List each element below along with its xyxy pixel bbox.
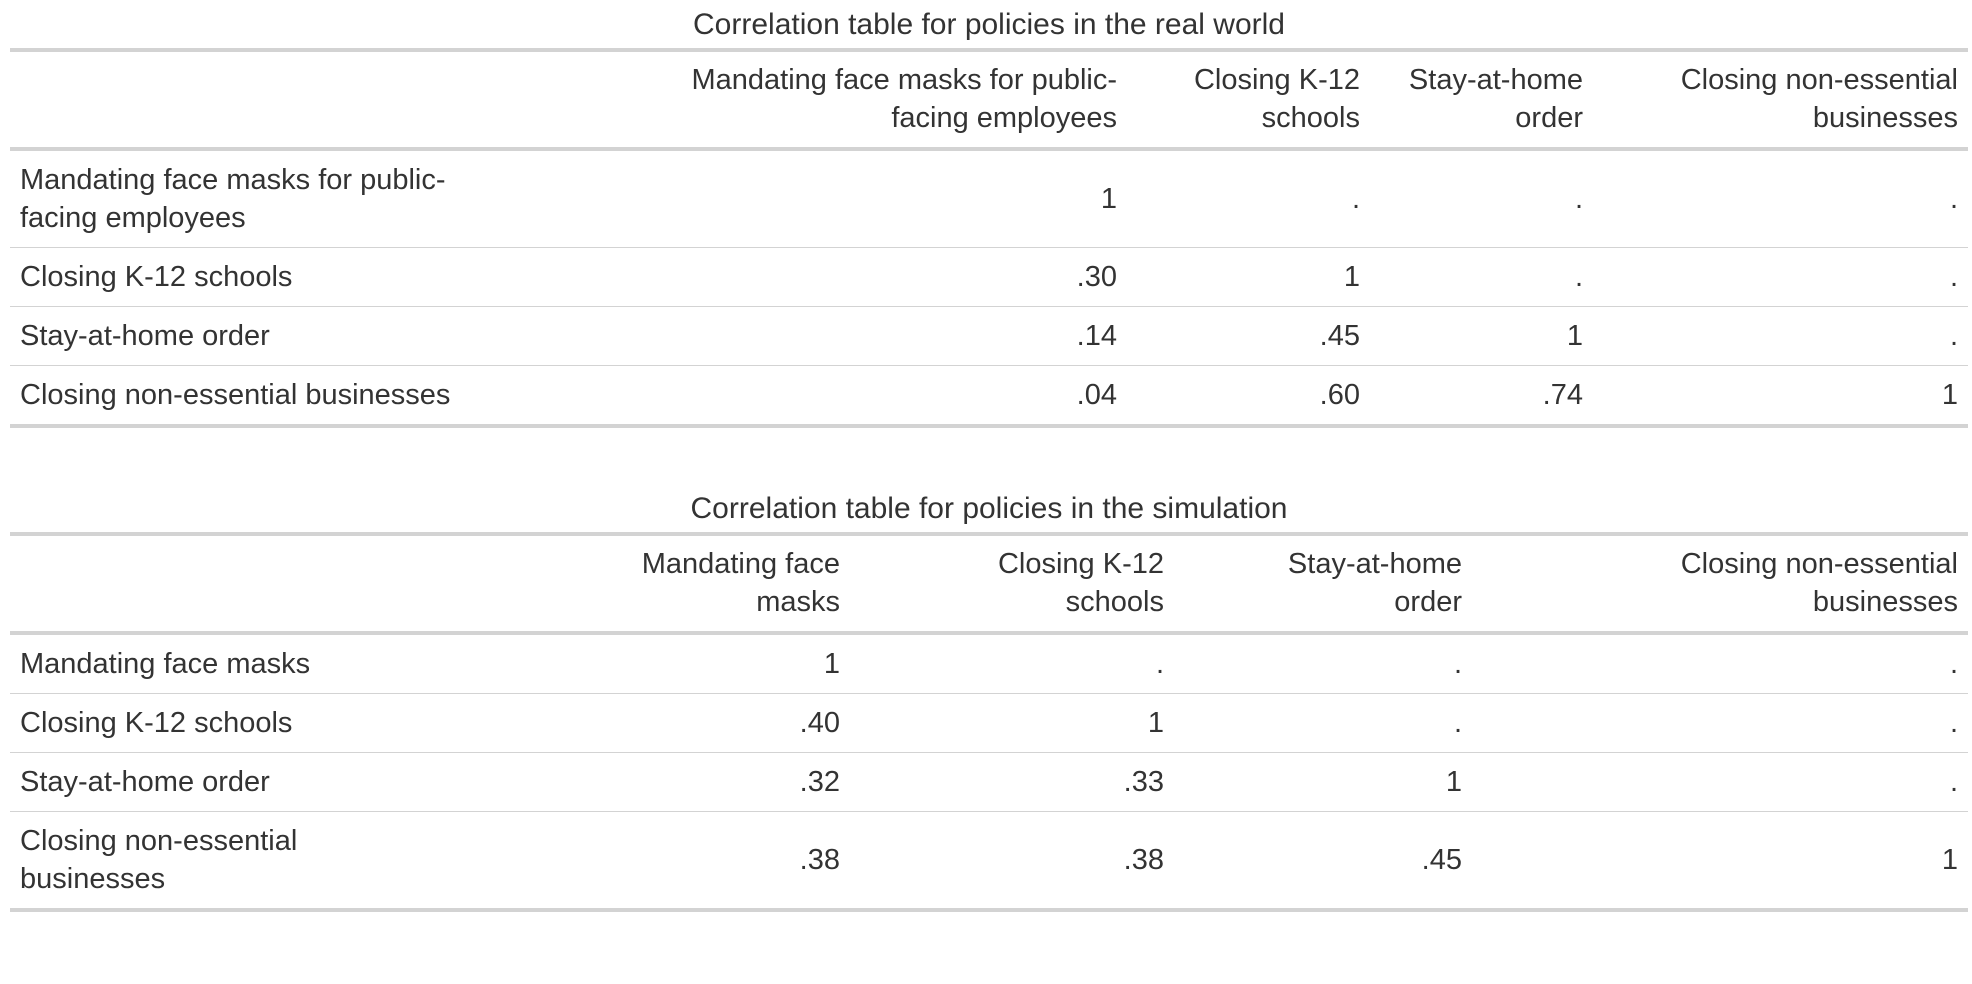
cell: . xyxy=(1472,752,1968,812)
table-row: Closing non-essential businesses .04 .60… xyxy=(10,365,1968,428)
row-label: Mandating face masks xyxy=(10,633,530,694)
real-world-correlation-table: Correlation table for policies in the re… xyxy=(10,6,1968,428)
row-label: Stay-at-home order xyxy=(10,306,495,366)
correlation-matrix: Mandating face masks Closing K-12 schools … xyxy=(10,536,1968,912)
cell: .32 xyxy=(530,752,850,812)
cell: . xyxy=(1174,633,1472,694)
cell: .40 xyxy=(530,693,850,753)
cell: 1 xyxy=(850,693,1174,753)
cell: 1 xyxy=(495,149,1127,248)
column-header: Mandating face masks xyxy=(530,536,850,635)
table-row: Mandating face masks 1 . . . xyxy=(10,633,1968,694)
row-label: Closing non-essential businesses xyxy=(10,811,530,912)
cell: .04 xyxy=(495,365,1127,428)
simulation-correlation-table: Correlation table for policies in the si… xyxy=(10,490,1968,912)
header-row: Mandating face masks Closing K-12 schools … xyxy=(10,536,1968,635)
cell: . xyxy=(1593,306,1968,366)
cell: . xyxy=(1472,633,1968,694)
correlation-matrix: Mandating face masks for public-facing e… xyxy=(10,52,1968,428)
table-caption: Correlation table for policies in the re… xyxy=(10,6,1968,52)
cell: . xyxy=(1472,693,1968,753)
table-row: Stay-at-home order .14 .45 1 . xyxy=(10,306,1968,366)
cell: . xyxy=(850,633,1174,694)
cell: .74 xyxy=(1370,365,1593,428)
header-row: Mandating face masks for public-facing e… xyxy=(10,52,1968,151)
cell: .38 xyxy=(850,811,1174,912)
stub-header xyxy=(10,536,530,635)
cell: . xyxy=(1370,149,1593,248)
cell: . xyxy=(1127,149,1370,248)
cell: 1 xyxy=(530,633,850,694)
column-header: Closing non-essential businesses xyxy=(1593,52,1968,151)
cell: 1 xyxy=(1593,365,1968,428)
row-label: Mandating face masks for public-facing e… xyxy=(10,149,495,248)
table-row: Closing non-essential businesses .38 .38 … xyxy=(10,811,1968,912)
column-header: Stay-at-home order xyxy=(1370,52,1593,151)
cell: .30 xyxy=(495,247,1127,307)
column-header: Stay-at-home order xyxy=(1174,536,1472,635)
stub-header xyxy=(10,52,495,151)
cell: 1 xyxy=(1472,811,1968,912)
cell: .45 xyxy=(1127,306,1370,366)
cell: . xyxy=(1174,693,1472,753)
cell: .38 xyxy=(530,811,850,912)
column-header: Closing non-essential businesses xyxy=(1472,536,1968,635)
cell: 1 xyxy=(1370,306,1593,366)
column-header: Mandating face masks for public-facing e… xyxy=(495,52,1127,151)
cell: .45 xyxy=(1174,811,1472,912)
table-row: Closing K-12 schools .30 1 . . xyxy=(10,247,1968,307)
cell: 1 xyxy=(1127,247,1370,307)
column-header: Closing K-12 schools xyxy=(850,536,1174,635)
cell: . xyxy=(1593,247,1968,307)
row-label: Closing K-12 schools xyxy=(10,693,530,753)
cell: .60 xyxy=(1127,365,1370,428)
row-label: Closing K-12 schools xyxy=(10,247,495,307)
row-label: Stay-at-home order xyxy=(10,752,530,812)
table-row: Mandating face masks for public-facing e… xyxy=(10,149,1968,248)
cell: .33 xyxy=(850,752,1174,812)
cell: . xyxy=(1370,247,1593,307)
column-header: Closing K-12 schools xyxy=(1127,52,1370,151)
cell: .14 xyxy=(495,306,1127,366)
cell: 1 xyxy=(1174,752,1472,812)
cell: . xyxy=(1593,149,1968,248)
row-label: Closing non-essential businesses xyxy=(10,365,495,428)
table-row: Stay-at-home order .32 .33 1 . xyxy=(10,752,1968,812)
table-row: Closing K-12 schools .40 1 . . xyxy=(10,693,1968,753)
table-caption: Correlation table for policies in the si… xyxy=(10,490,1968,536)
